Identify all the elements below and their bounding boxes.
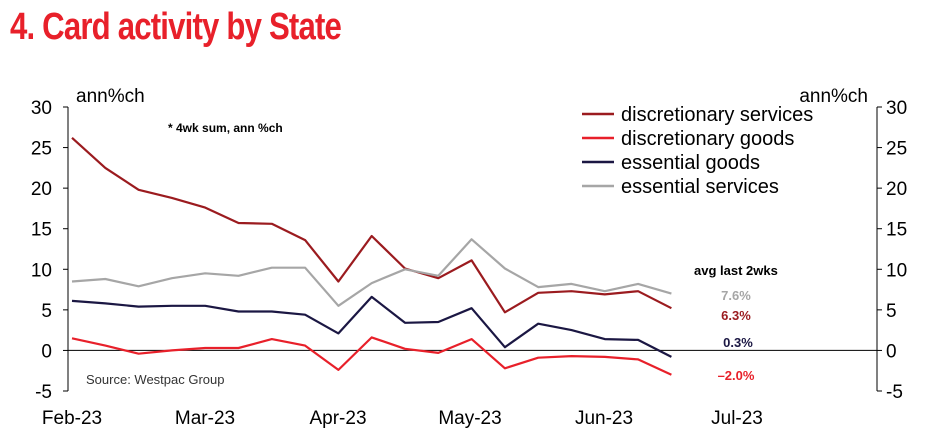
- x-tick-label: Jun-23: [575, 408, 633, 429]
- chart-axes: 30 30 25 25 20 20 15 15 10 10 5 5 0 0 -5 -5 ann%ch ann%ch…: [31, 86, 907, 429]
- right-tick-label: -5: [886, 382, 903, 403]
- left-tick-label: 30: [31, 98, 52, 119]
- end-value-label: 0.3%: [723, 335, 753, 350]
- left-tick-label: 20: [31, 179, 52, 200]
- end-value-label: 7.6%: [721, 288, 751, 303]
- end-value-label: –2.0%: [718, 368, 755, 383]
- series-line-essential-services: [71, 238, 672, 307]
- x-tick-label: Jul-23: [711, 408, 763, 429]
- series-line-essential-goods: [71, 295, 672, 358]
- x-tick-label: Feb-23: [42, 408, 102, 429]
- legend-label: essential services: [621, 176, 779, 198]
- legend-label: discretionary goods: [621, 128, 794, 150]
- right-tick-label: 20: [886, 179, 907, 200]
- series-line-discretionary-services: [71, 136, 672, 314]
- right-tick-label: 30: [886, 98, 907, 119]
- legend-label: discretionary services: [621, 104, 813, 126]
- legend-label: essential goods: [621, 152, 760, 174]
- left-tick-label: 5: [41, 301, 52, 322]
- x-tick-label: Mar-23: [175, 408, 235, 429]
- left-tick-label: 0: [41, 341, 52, 362]
- chart-title: 4. Card activity by State: [10, 6, 342, 48]
- right-tick-label: 5: [886, 301, 897, 322]
- left-tick-label: 15: [31, 220, 52, 241]
- right-axis-unit: ann%ch: [799, 86, 868, 107]
- chart-note: * 4wk sum, ann %ch: [168, 121, 283, 135]
- right-tick-label: 15: [886, 220, 907, 241]
- right-tick-label: 25: [886, 139, 907, 160]
- series-line-discretionary-goods: [71, 336, 672, 376]
- x-tick-label: May-23: [438, 408, 501, 429]
- left-tick-label: -5: [35, 382, 52, 403]
- right-tick-label: 0: [886, 341, 897, 362]
- right-tick-label: 10: [886, 260, 907, 281]
- left-tick-label: 25: [31, 139, 52, 160]
- left-axis-unit: ann%ch: [76, 86, 145, 107]
- chart-series: [71, 136, 672, 376]
- annotation-header: avg last 2wks: [694, 263, 778, 278]
- left-tick-label: 10: [31, 260, 52, 281]
- x-tick-label: Apr-23: [309, 408, 366, 429]
- source-note: Source: Westpac Group: [86, 372, 225, 387]
- end-value-label: 6.3%: [721, 308, 751, 323]
